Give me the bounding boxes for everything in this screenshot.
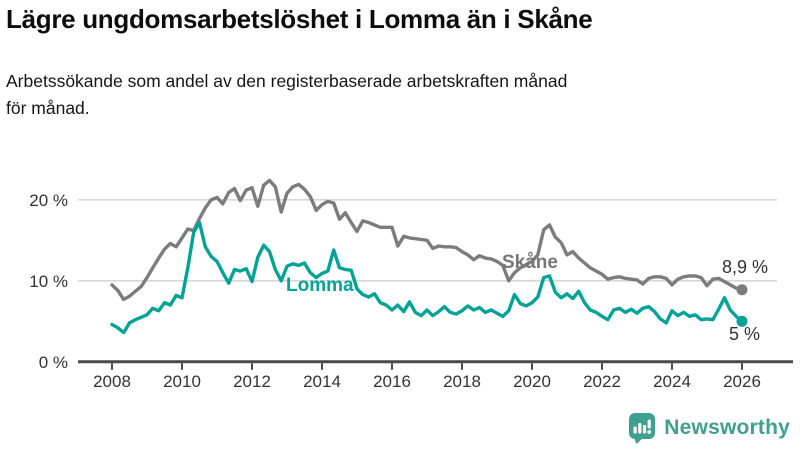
x-axis-tick-label: 2016	[373, 372, 411, 391]
chart-subtitle-line2: för månad.	[6, 98, 90, 119]
series-end-dot-skåne	[736, 284, 748, 296]
end-value-label-skane: 8,9 %	[722, 257, 769, 277]
x-axis-tick-label: 2010	[163, 372, 201, 391]
x-axis-tick-label: 2024	[653, 372, 691, 391]
series-label-lomma: Lomma	[286, 275, 354, 296]
x-axis-tick-label: 2020	[513, 372, 551, 391]
series-line-skåne	[110, 178, 744, 302]
y-axis-tick-label: 0 %	[38, 352, 68, 372]
x-axis-tick-label: 2022	[583, 372, 621, 391]
newsworthy-logo-text: Newsworthy	[664, 416, 790, 439]
end-value-label-lomma: 5 %	[729, 324, 761, 344]
x-axis-tick-label: 2008	[93, 372, 131, 391]
series-end-dot-lomma	[736, 315, 748, 327]
chart-subtitle-line1: Arbetssökande som andel av den registerb…	[6, 71, 568, 91]
newsworthy-bar-chart-bubble-icon	[629, 413, 656, 444]
x-axis-tick-label: 2026	[723, 372, 761, 391]
x-axis-tick-label: 2012	[233, 372, 271, 391]
y-axis-tick-label: 20 %	[29, 190, 68, 210]
x-axis-tick-label: 2018	[443, 372, 481, 391]
series-line-lomma	[110, 220, 744, 335]
newsworthy-logo[interactable]: Newsworthy	[628, 412, 790, 444]
chart-subtitle: Arbetssökande som andel av den registerb…	[6, 68, 794, 122]
series-label-skane: Skåne	[502, 252, 558, 273]
chart-title: Lägre ungdomsarbetslöshet i Lomma än i S…	[6, 4, 593, 34]
x-axis-tick-label: 2014	[303, 372, 341, 391]
y-axis-tick-label: 10 %	[29, 271, 68, 291]
